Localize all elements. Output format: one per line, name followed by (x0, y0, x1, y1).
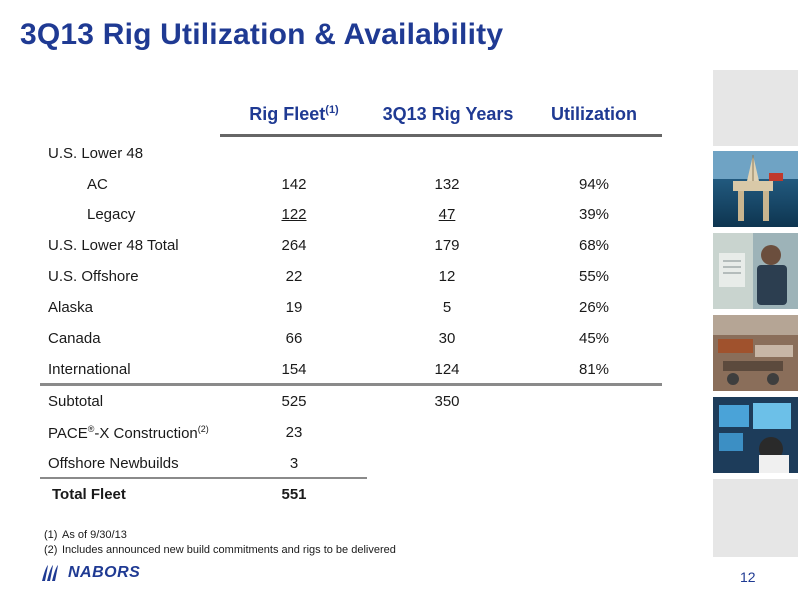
cell-rig-years: 47 (438, 206, 456, 223)
cell-utilization: 68% (578, 237, 610, 254)
company-logo: NABORS (40, 563, 140, 583)
row-label: Alaska (48, 299, 94, 316)
cell-utilization: 55% (578, 268, 610, 285)
cell-rig-years: 30 (438, 330, 456, 347)
row-label: U.S. Lower 48 (48, 145, 144, 162)
table-row-ac: AC 142 132 94% (0, 176, 800, 196)
cell-rig-fleet: 3 (289, 455, 299, 472)
table-row-international: International 154 124 81% (0, 361, 800, 381)
table-row-legacy: Legacy 122 47 39% (0, 206, 800, 226)
footnote-1: (1) As of 9/30/13 (44, 528, 396, 543)
cell-rig-fleet: 525 (281, 393, 307, 410)
cell-rig-years: 124 (434, 361, 460, 378)
pace-label-part: PACE (48, 425, 88, 442)
pace-label-suffix: -X Construction (94, 425, 198, 442)
registered-mark: ® (87, 424, 95, 434)
row-label: AC (87, 176, 108, 193)
footnote-number: (1) (44, 529, 58, 541)
cell-rig-fleet: 66 (285, 330, 303, 347)
table-row-us-lower-48: U.S. Lower 48 (0, 145, 800, 165)
cell-rig-years: 179 (434, 237, 460, 254)
row-label: PACE®-X Construction(2) (48, 424, 209, 442)
cell-rig-fleet: 551 (281, 486, 307, 503)
table-row-total-fleet: Total Fleet 551 (0, 486, 800, 506)
rig-yard-photo (713, 315, 798, 391)
page-title: 3Q13 Rig Utilization & Availability (20, 18, 504, 51)
column-header-rig-fleet: Rig Fleet(1) (248, 104, 340, 125)
table-row-alaska: Alaska 19 5 26% (0, 299, 800, 319)
table-row-pace-x-construction: PACE®-X Construction(2) 23 (0, 424, 800, 444)
cell-rig-years: 350 (434, 393, 460, 410)
table-row-us-offshore: U.S. Offshore 22 12 55% (0, 268, 800, 288)
rig-fleet-label: Rig Fleet (249, 104, 326, 124)
column-header-rig-years: 3Q13 Rig Years (382, 104, 514, 124)
cell-utilization: 39% (578, 206, 610, 223)
page-number: 12 (740, 569, 756, 585)
control-room-photo (713, 397, 798, 473)
table-row-offshore-newbuilds: Offshore Newbuilds 3 (0, 455, 800, 475)
cell-utilization: 94% (578, 176, 610, 193)
cell-rig-fleet: 23 (285, 424, 303, 441)
cell-utilization: 26% (578, 299, 610, 316)
engineer-at-computer-photo (713, 233, 798, 309)
cell-rig-fleet: 142 (281, 176, 307, 193)
cell-rig-fleet: 264 (281, 237, 307, 254)
row-label: International (48, 361, 131, 378)
footnote-number: (2) (44, 544, 58, 556)
logo-text: NABORS (68, 564, 141, 581)
cell-rig-fleet: 22 (285, 268, 303, 285)
total-divider (40, 477, 367, 479)
row-label: U.S. Offshore (48, 268, 139, 285)
table-row-lower-48-total: U.S. Lower 48 Total 264 179 68% (0, 237, 800, 257)
cell-rig-years: 5 (442, 299, 452, 316)
pace-footnote-marker: (2) (197, 424, 209, 434)
column-header-utilization: Utilization (551, 104, 637, 124)
cell-utilization: 81% (578, 361, 610, 378)
table-row-subtotal: Subtotal 525 350 (0, 393, 800, 413)
offshore-rig-photo (713, 151, 798, 227)
cell-rig-years: 132 (434, 176, 460, 193)
table-row-canada: Canada 66 30 45% (0, 330, 800, 350)
row-label: U.S. Lower 48 Total (48, 237, 179, 254)
footnote-2: (2) Includes announced new build commitme… (44, 543, 396, 558)
placeholder-tile (713, 70, 798, 146)
cell-rig-years: 12 (438, 268, 456, 285)
logo-mark-icon (42, 565, 58, 581)
row-label: Subtotal (48, 393, 104, 410)
rig-fleet-footnote-marker: (1) (325, 104, 339, 116)
row-label: Canada (48, 330, 101, 347)
subtotal-divider (40, 383, 662, 386)
placeholder-tile (713, 479, 798, 557)
cell-rig-fleet: 154 (281, 361, 307, 378)
row-label: Total Fleet (52, 486, 126, 503)
row-label: Offshore Newbuilds (48, 455, 179, 472)
footnote-text: As of 9/30/13 (62, 529, 127, 541)
header-divider (220, 134, 662, 137)
cell-rig-fleet: 19 (285, 299, 303, 316)
row-label: Legacy (87, 206, 136, 223)
footnotes: (1) As of 9/30/13 (2) Includes announced n… (44, 528, 396, 558)
cell-rig-fleet: 122 (281, 206, 307, 223)
footnote-text: Includes announced new build commitments… (62, 544, 396, 556)
cell-utilization: 45% (578, 330, 610, 347)
